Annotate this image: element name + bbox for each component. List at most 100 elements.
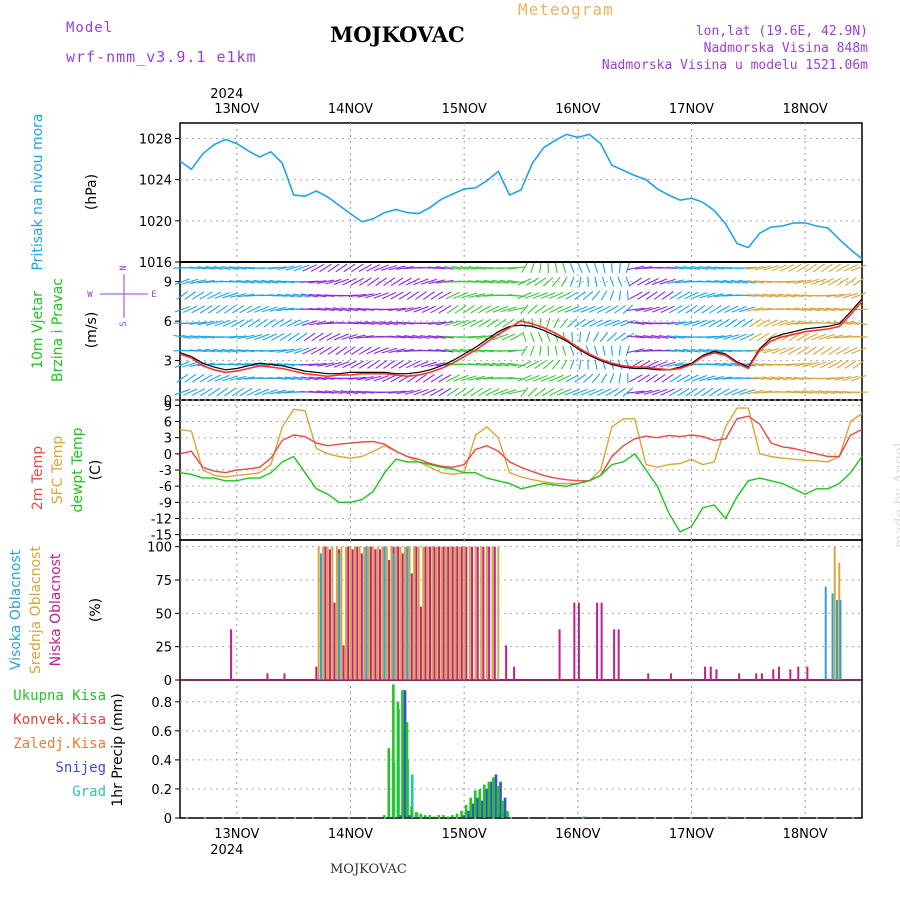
wind-barb [812,263,825,273]
wind-barb [388,265,406,271]
wind-barb [537,331,543,342]
wind-barb [237,334,255,340]
wind-barb [794,390,812,394]
cloud-low-bar [356,546,359,680]
wind-barb [666,321,685,325]
wind-barb [300,280,319,283]
wind-barb [557,374,572,383]
wind-barb [810,307,828,312]
wind-barb [358,360,372,369]
wind-barb [444,265,462,270]
wind-barb [216,304,228,314]
wind-barb [350,277,365,286]
wind-barb [231,387,245,397]
legend-snijeg: Snijeg [55,760,106,776]
wind-barb [817,377,836,380]
wind-barb [237,376,255,381]
wind-barb [268,376,287,380]
wind-barb [828,263,841,273]
wind-barb [852,277,865,287]
cloud-low-bar [704,666,707,680]
wind-barb [666,349,685,353]
wind-barb [373,264,389,272]
wind-barb [746,389,764,395]
precip-total-bar [437,815,441,818]
wind-barb [350,360,365,369]
wind-barb [192,291,205,300]
wind-barb [413,278,429,286]
precip-total-bar [478,788,482,818]
wind-barb [716,388,730,397]
wind-barb [446,387,459,397]
wind-barb [340,390,359,395]
wind-barb [415,291,427,300]
wind-barb [706,335,725,339]
wind-barb [572,388,588,396]
wind-barb [468,375,486,381]
cloud-high-bar [831,593,834,680]
precip-total-bar [483,784,486,818]
day-label-bottom: 17NOV [669,827,714,842]
wind-barb [303,332,316,342]
wind-barb [293,347,310,354]
compass-south: S [119,321,129,326]
cloud-low-bar [513,666,516,680]
wind-barb [706,348,725,353]
cloud-low-bar [789,669,792,680]
wind-barb [348,307,367,312]
wind-barb [668,305,683,314]
cloud-low-bar [442,546,445,680]
wind-barb [723,334,740,340]
cloud-low-bar [600,602,603,680]
wind-barb [701,387,714,397]
wind-barb [532,292,548,299]
wind-barb [452,348,470,353]
wind-barb [271,318,284,328]
wind-barb [786,376,804,381]
wind-barb [605,305,619,314]
y-tick-label: 1024 [139,174,172,189]
wind-barb [214,292,230,299]
wind-barb [260,266,279,269]
wind-barb [548,374,564,382]
dewpt-axis-label: dewpt Temp [70,427,86,512]
wind-barb [777,363,796,366]
wind-compass-icon: N W E S [87,265,156,326]
precip-total-bar [432,816,436,818]
wind-barb [396,335,414,339]
wind-barb [237,293,255,298]
temp-unit-label: (C) [88,460,104,481]
wind-barb [261,389,278,396]
wind-barb [364,321,382,326]
wind-barb [174,388,191,396]
wind-barb [428,279,446,285]
model-name: wrf-nmm_v3.9.1 e1km [66,48,257,66]
wind-barb [325,361,342,368]
wind-barb [825,390,844,394]
wind-barb [564,388,580,396]
wind-barb [637,277,651,286]
y-tick-label: -15 [151,529,172,544]
wind-barb [351,346,364,355]
wind-barb [659,278,676,285]
y-tick-label: 0.4 [151,754,172,769]
wind-barb [356,293,374,298]
wind-barb [446,304,459,314]
wind-barb [343,263,356,273]
wind-barb [356,321,375,325]
wind-barb [308,280,327,284]
wind-barb [491,279,510,284]
cloud-low-bar [374,549,377,680]
wind-barb [748,318,762,328]
wind-barb [609,290,615,301]
wind-barb [444,348,462,353]
wind-barb [779,347,795,355]
wind-barb [239,305,253,314]
y-tick-label: 6 [164,315,172,330]
wind-barb [596,305,612,314]
pressure-axis-label: Pritisak na nivou mora [30,113,46,270]
cloud-low-bar [451,546,454,680]
wind-barb [794,279,812,285]
wind-barb [605,388,619,397]
wind-barb [189,266,208,270]
